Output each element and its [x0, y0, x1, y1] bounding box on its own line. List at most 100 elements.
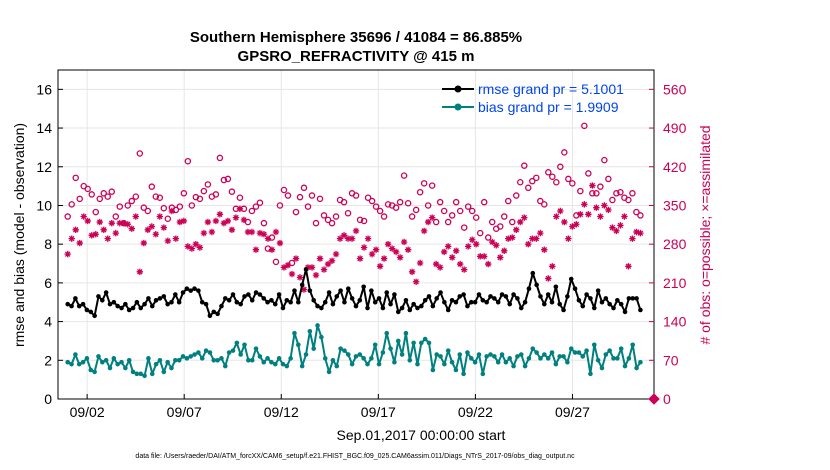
- possible-obs-point: [64, 213, 71, 220]
- assimilated-obs-point: [64, 250, 71, 258]
- possible-obs-point: [92, 208, 99, 216]
- rmse-point: [392, 292, 397, 297]
- possible-obs-point: [224, 175, 232, 183]
- rmse-point: [580, 303, 586, 309]
- rmse-point: [253, 290, 259, 295]
- rmse-point: [530, 270, 536, 276]
- assimilated-obs-point: [416, 259, 424, 267]
- bias-point: [215, 357, 220, 363]
- chart-subtitle: GPSRO_REFRACTIVITY @ 415 m: [238, 48, 475, 65]
- bias-point: [222, 363, 228, 369]
- possible-obs-point: [440, 207, 448, 215]
- rmse-point: [284, 298, 290, 303]
- rmse-point: [515, 296, 520, 301]
- rmse-point: [419, 303, 424, 309]
- bias-point: [399, 352, 405, 357]
- bias-point: [269, 359, 274, 365]
- possible-obs-point: [368, 197, 376, 205]
- rmse-point: [411, 301, 416, 307]
- possible-obs-point: [496, 223, 504, 230]
- possible-obs-point: [88, 191, 95, 198]
- rmse-point: [457, 294, 463, 299]
- possible-obs-point: [517, 178, 524, 186]
- bias-point: [615, 356, 620, 361]
- rmse-point: [415, 305, 420, 311]
- rmse-point: [495, 299, 501, 305]
- extra-mark-point: [648, 393, 660, 405]
- rmse-point: [280, 305, 286, 311]
- bias-point: [345, 352, 351, 357]
- assimilated-obs-point: [344, 235, 352, 242]
- bias-point: [392, 359, 397, 365]
- bias-point: [457, 352, 463, 357]
- rmse-point: [249, 298, 255, 303]
- bias-point: [591, 342, 597, 348]
- assimilated-obs-point: [284, 261, 292, 269]
- rmse-point: [257, 292, 263, 297]
- bias-point: [292, 330, 297, 336]
- rmse-point: [622, 309, 628, 315]
- bias-point: [192, 352, 197, 357]
- y2-tick-label: 350: [663, 197, 687, 213]
- rmse-point: [334, 294, 340, 299]
- data-file-note: data file: /Users/raeder/DAI/ATM_forcXX/…: [135, 453, 575, 460]
- bias-point: [280, 361, 286, 367]
- rmse-point: [353, 303, 359, 309]
- possible-obs-point: [376, 207, 384, 215]
- rmse-point: [384, 290, 390, 295]
- rmse-point: [292, 288, 297, 293]
- assimilated-obs-point: [368, 250, 376, 258]
- rmse-point: [607, 301, 612, 307]
- bias-point: [515, 354, 520, 359]
- rmse-point: [488, 294, 493, 299]
- possible-obs-point: [212, 191, 220, 198]
- bias-point: [130, 369, 136, 375]
- bias-point: [234, 340, 240, 346]
- possible-obs-point: [228, 188, 236, 195]
- assimilated-obs-point: [332, 250, 340, 258]
- bias-point: [338, 346, 343, 351]
- bias-point: [88, 367, 94, 373]
- possible-obs-point: [432, 218, 440, 226]
- possible-obs-point: [597, 183, 604, 190]
- possible-obs-point: [260, 219, 268, 227]
- rmse-point: [445, 307, 451, 313]
- rmse-point: [453, 299, 459, 305]
- assimilated-obs-point: [364, 235, 372, 242]
- possible-obs-point: [324, 216, 332, 224]
- rmse-point: [211, 309, 217, 315]
- assimilated-obs-point: [396, 254, 404, 261]
- rmse-point: [173, 292, 178, 297]
- rmse-point: [123, 301, 128, 307]
- bias-point: [349, 361, 355, 367]
- y2-tick-label: 140: [663, 314, 687, 330]
- possible-obs-point: [104, 193, 112, 200]
- possible-obs-point: [72, 174, 79, 182]
- possible-obs-point: [340, 198, 348, 206]
- assimilated-obs-point: [84, 217, 91, 225]
- rmse-point: [638, 307, 643, 313]
- bias-point: [80, 359, 86, 365]
- assimilated-obs-point: [428, 214, 436, 221]
- possible-obs-point: [545, 169, 552, 176]
- assimilated-obs-point: [180, 217, 188, 225]
- assimilated-obs-point: [236, 205, 244, 212]
- y-tick-label: 16: [36, 81, 52, 97]
- x-tick-label: 09/27: [555, 404, 590, 420]
- assimilated-obs-point: [533, 235, 540, 242]
- rmse-point: [219, 303, 224, 309]
- rmse-point: [376, 296, 382, 301]
- assimilated-obs-point: [240, 216, 248, 224]
- rmse-point: [96, 294, 101, 299]
- rmse-point: [572, 286, 578, 291]
- assimilated-obs-point: [232, 214, 240, 221]
- possible-obs-point: [332, 213, 340, 220]
- bias-point: [388, 346, 393, 351]
- rmse-point: [80, 301, 86, 307]
- possible-obs-point: [613, 190, 620, 197]
- possible-obs-point: [480, 198, 488, 206]
- bias-point: [142, 373, 147, 379]
- bias-point: [303, 352, 309, 357]
- bias-point: [430, 367, 436, 373]
- assimilated-obs-point: [276, 239, 284, 247]
